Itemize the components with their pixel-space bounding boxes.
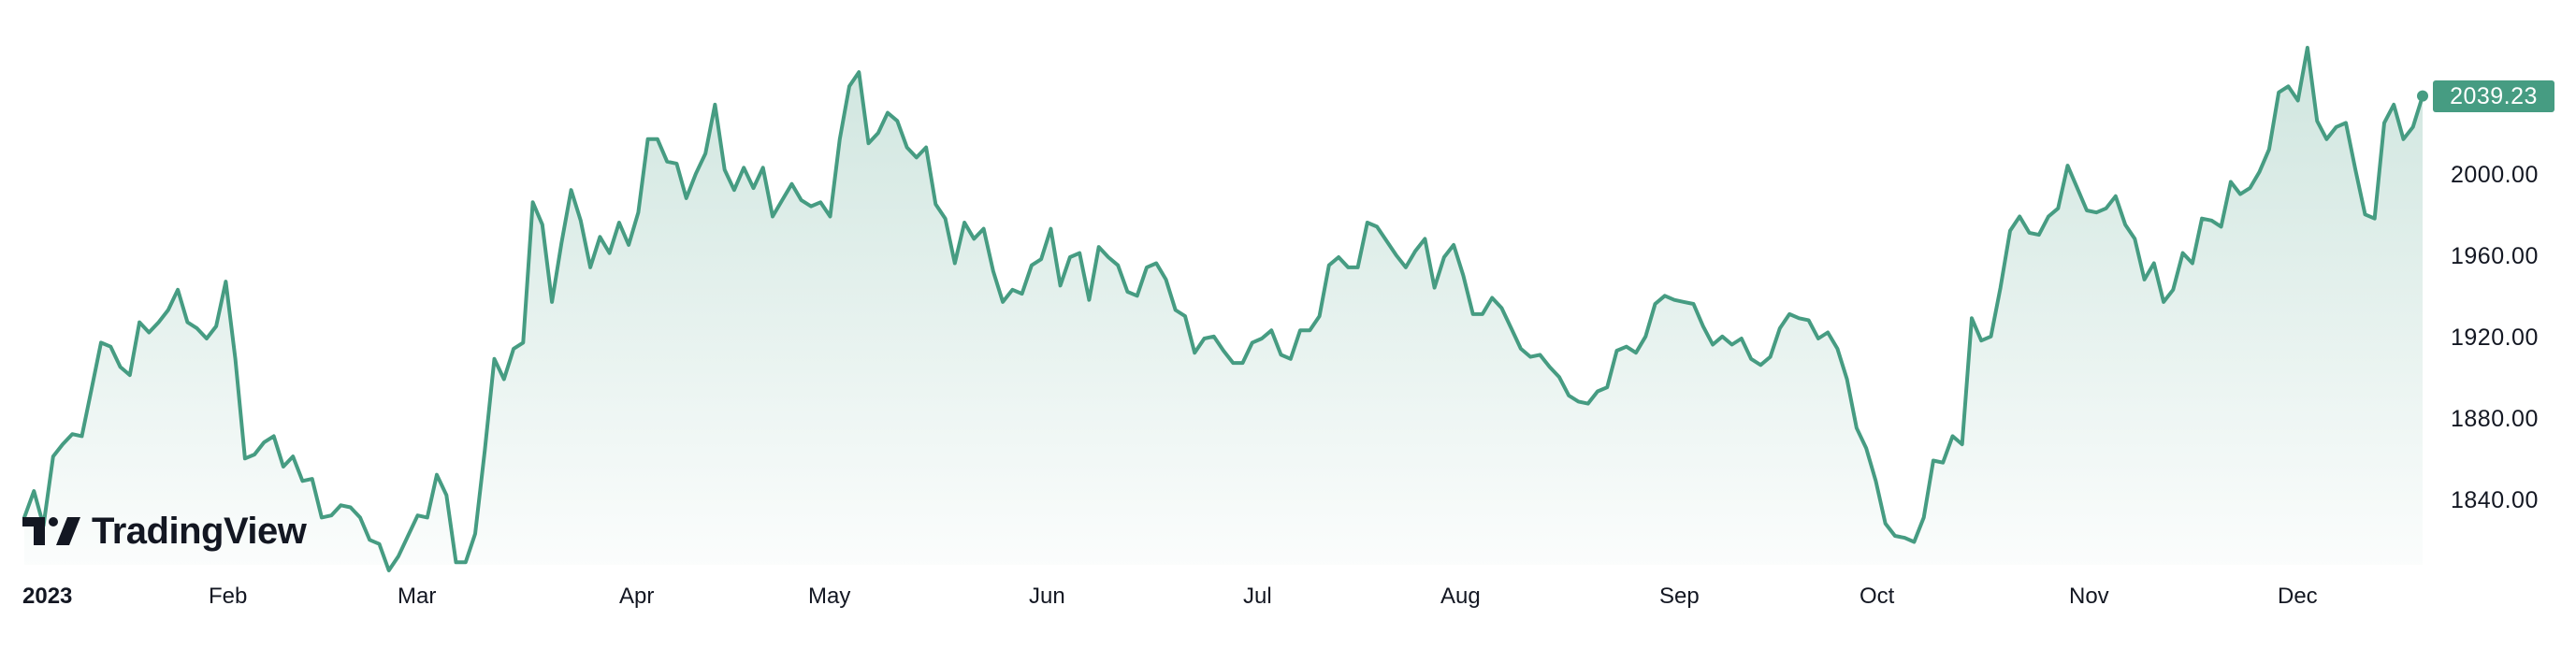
tradingview-logo-icon	[22, 517, 80, 545]
x-tick-label: Aug	[1440, 584, 1481, 609]
y-tick-label: 1840.00	[2451, 487, 2539, 513]
x-tick-label: 2023	[22, 584, 73, 609]
tradingview-logo[interactable]: TradingView	[22, 510, 307, 552]
price-area-fill	[24, 48, 2423, 570]
x-tick-label: Apr	[619, 584, 655, 609]
y-tick-label: 1880.00	[2451, 406, 2539, 432]
price-line	[22, 46, 2424, 572]
x-tick-label: Jun	[1029, 584, 1065, 609]
x-tick-label: Feb	[209, 584, 248, 609]
x-tick-label: Mar	[398, 584, 437, 609]
logo-text: TradingView	[92, 510, 307, 552]
y-tick-label: 2000.00	[2451, 162, 2539, 188]
y-tick-label: 1960.00	[2451, 243, 2539, 269]
x-tick-label: May	[808, 584, 851, 609]
x-tick-label: Nov	[2069, 584, 2109, 609]
x-tick-label: Oct	[1860, 584, 1895, 609]
x-tick-label: Jul	[1243, 584, 1272, 609]
last-price-dot	[2417, 90, 2428, 102]
x-tick-label: Sep	[1659, 584, 1700, 609]
x-tick-label: Dec	[2278, 584, 2318, 609]
y-tick-label: 1920.00	[2451, 324, 2539, 351]
last-price-label: 2039.23	[2433, 80, 2554, 112]
